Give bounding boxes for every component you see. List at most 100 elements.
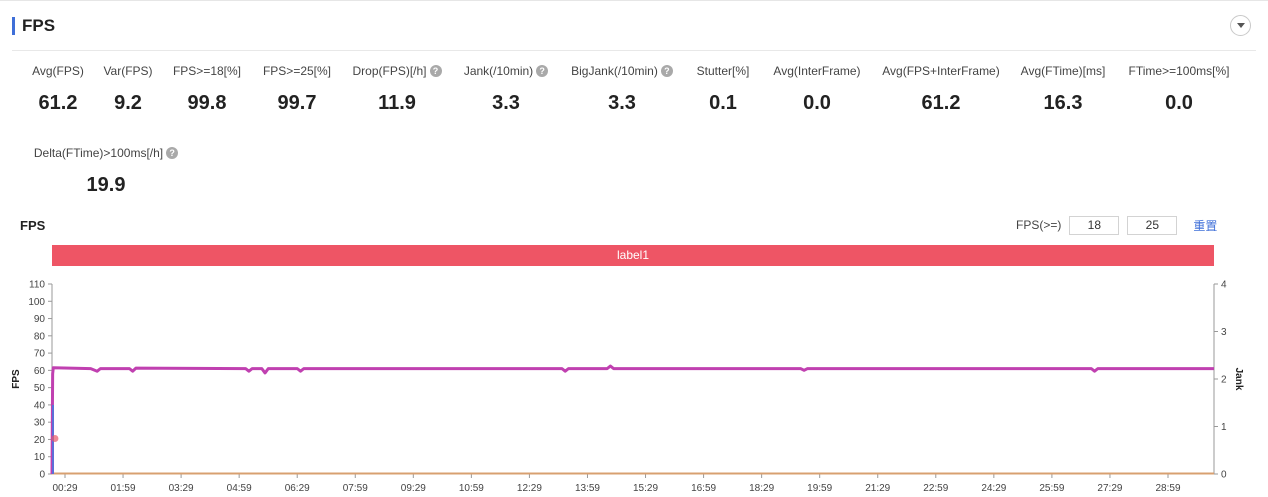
x-tick-label: 04:59 [227, 483, 252, 494]
metric-value: 99.7 [277, 92, 317, 114]
metric-label-text: Avg(FTime)[ms] [1020, 64, 1106, 78]
help-icon[interactable]: ? [166, 147, 179, 159]
x-tick-label: 24:29 [981, 483, 1006, 494]
metric-value: 0.0 [803, 92, 831, 114]
metric-card: Avg(FPS) 61.2 [0, 62, 148, 115]
fps-threshold-label: FPS(>=) [1016, 218, 1062, 232]
metric-label-text: Avg(FPS+InterFrame) [882, 64, 1000, 78]
metric-card: Avg(FTime)[ms] 16.3 [973, 62, 1153, 115]
metric-label-text: Avg(FPS) [32, 64, 84, 78]
y2-tick-label: 1 [1221, 422, 1227, 433]
x-tick-label: 01:59 [111, 483, 136, 494]
y-tick-label: 20 [34, 435, 46, 446]
label-bar[interactable]: label1 [52, 245, 1214, 266]
metric-card: Jank(/10min)? 3.3 [416, 62, 596, 115]
help-icon[interactable]: ? [660, 65, 673, 77]
x-tick-label: 15:29 [633, 483, 658, 494]
x-tick-label: 06:29 [285, 483, 310, 494]
collapse-button[interactable] [1230, 15, 1251, 36]
x-tick-label: 28:59 [1155, 483, 1180, 494]
y2-axis-title: Jank [1233, 368, 1244, 391]
x-tick-label: 25:59 [1039, 483, 1064, 494]
fps-threshold-filter: FPS(>=) 重置 [1016, 215, 1217, 235]
y2-tick-label: 2 [1221, 375, 1227, 386]
metric-label: Stutter[%] [697, 64, 750, 78]
metric-label: FTime>=100ms[%] [1129, 64, 1230, 78]
y2-tick-label: 0 [1221, 470, 1227, 481]
metric-label: Var(FPS) [103, 64, 152, 78]
metric-label: Avg(InterFrame) [773, 64, 860, 78]
metric-card: Delta(FTime)>100ms[/h]? 19.9 [16, 144, 196, 197]
x-tick-label: 03:29 [169, 483, 194, 494]
title-accent-bar [12, 17, 15, 35]
x-tick-label: 12:29 [517, 483, 542, 494]
metric-label-text: FTime>=100ms[%] [1128, 64, 1230, 78]
x-tick-label: 13:59 [575, 483, 600, 494]
metric-value: 9.2 [114, 92, 142, 114]
metric-card: BigJank(/10min)? 3.3 [532, 62, 712, 115]
metric-card: Avg(FPS+InterFrame) 61.2 [851, 62, 1031, 115]
x-tick-label: 19:59 [807, 483, 832, 494]
metric-label-text: FPS>=25[%] [262, 64, 332, 78]
reset-link[interactable]: 重置 [1193, 218, 1218, 233]
metric-value: 19.9 [86, 174, 126, 196]
metric-label: Jank(/10min)? [464, 64, 549, 78]
x-tick-label: 18:29 [749, 483, 774, 494]
metric-label: FPS>=18[%] [173, 64, 241, 78]
metric-label-text: Avg(InterFrame) [773, 64, 861, 78]
y-tick-label: 0 [39, 470, 45, 481]
chart-section-title: FPS [20, 218, 46, 233]
top-divider [0, 0, 1268, 1]
help-icon[interactable]: ? [536, 65, 549, 77]
metric-value: 99.8 [187, 92, 227, 114]
metric-label-text: Var(FPS) [103, 64, 153, 78]
x-tick-label: 10:59 [459, 483, 484, 494]
metric-value: 3.3 [492, 92, 520, 114]
metric-label-text: Delta(FTime)>100ms[/h] [33, 146, 164, 160]
metric-label: Avg(FTime)[ms] [1021, 64, 1106, 78]
y-tick-label: 50 [34, 383, 46, 394]
y-tick-label: 70 [34, 349, 46, 360]
metric-card: Stutter[%] 0.1 [633, 62, 813, 115]
metric-card: Avg(InterFrame) 0.0 [727, 62, 907, 115]
fps-chart: 0 10 20 30 40 50 60 70 80 90 100 110 0 1 2 3 4 00:29 01:59… [11, 280, 1244, 495]
metric-label-text: BigJank(/10min) [571, 64, 658, 78]
y-tick-label: 10 [34, 452, 46, 463]
metric-value: 0.0 [1165, 92, 1193, 114]
x-tick-label: 00:29 [52, 483, 77, 494]
fps-threshold-high-input[interactable] [1127, 215, 1178, 235]
page-title: FPS [22, 16, 56, 35]
x-tick-label: 07:59 [343, 483, 368, 494]
y-tick-label: 40 [34, 400, 46, 411]
metric-card: Var(FPS) 9.2 [38, 62, 218, 115]
y2-tick-label: 4 [1221, 280, 1227, 291]
metric-value: 61.2 [38, 92, 78, 114]
y-tick-label: 110 [29, 280, 45, 291]
metric-value: 0.1 [709, 92, 737, 114]
metric-card: Drop(FPS)[/h]? 11.9 [307, 62, 487, 115]
x-tick-label: 27:29 [1097, 483, 1122, 494]
page-header: FPS [12, 14, 1256, 51]
metric-card: FPS>=25[%] 99.7 [207, 62, 387, 115]
help-icon[interactable]: ? [429, 65, 442, 77]
y2-tick-label: 3 [1221, 327, 1227, 338]
y-tick-label: 100 [28, 297, 45, 308]
y-tick-label: 80 [34, 331, 46, 342]
metric-label: Drop(FPS)[/h]? [352, 64, 442, 78]
metric-value: 11.9 [378, 92, 416, 114]
metric-label-text: FPS>=18[%] [172, 64, 242, 78]
x-tick-label: 16:59 [691, 483, 716, 494]
fps-threshold-low-input[interactable] [1069, 215, 1120, 235]
jank-point [51, 435, 59, 442]
metric-label: FPS>=25[%] [263, 64, 331, 78]
metric-label: Avg(FPS+InterFrame) [882, 64, 999, 78]
x-tick-label: 09:29 [401, 483, 426, 494]
metric-label-text: Drop(FPS)[/h] [352, 64, 427, 78]
metric-label: BigJank(/10min)? [571, 64, 673, 78]
metric-value: 61.2 [921, 92, 961, 114]
metric-value: 16.3 [1043, 92, 1083, 114]
y-axis-title: FPS [11, 369, 22, 389]
metrics-panel: Avg(FPS) 61.2 Var(FPS) 9.2 FPS>=18[%] 99.8 FPS… [0, 62, 1268, 202]
metric-value: 3.3 [608, 92, 636, 114]
x-tick-label: 21:29 [865, 483, 890, 494]
